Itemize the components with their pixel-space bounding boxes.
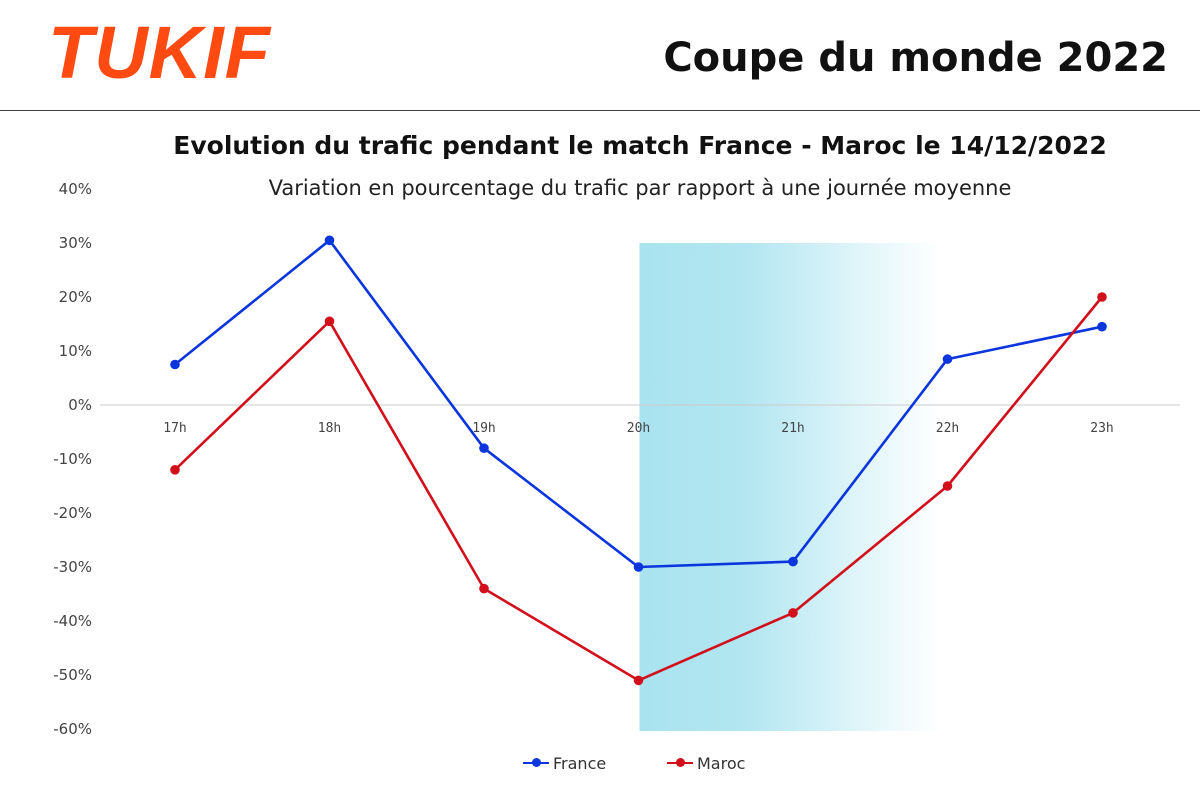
y-tick-label: 0%	[68, 396, 92, 414]
data-point-france	[170, 359, 180, 370]
header-title: Coupe du monde 2022	[663, 35, 1168, 81]
data-point-maroc	[633, 675, 644, 686]
legend-swatch-maroc	[667, 758, 693, 767]
data-point-maroc	[324, 316, 335, 327]
legend-label-maroc: Maroc	[697, 753, 746, 773]
data-point-france	[633, 562, 644, 572]
x-tick-label: 18h	[318, 421, 341, 436]
data-point-france	[479, 443, 489, 454]
y-tick-label: 30%	[59, 234, 92, 252]
y-tick-label: -50%	[53, 666, 92, 684]
x-tick-label: 21h	[781, 421, 804, 436]
y-tick-label: 20%	[59, 288, 92, 306]
y-tick-label: -20%	[53, 504, 92, 522]
header: TUKIF Coupe du monde 2022	[0, 0, 1200, 111]
x-tick-label: 23h	[1090, 421, 1113, 436]
data-point-france	[942, 354, 953, 364]
chart-legend: France Maroc	[0, 751, 1200, 775]
data-point-maroc	[479, 583, 489, 594]
legend-label-france: France	[553, 753, 607, 773]
y-tick-label: -40%	[53, 612, 92, 630]
series-line-france	[174, 239, 1103, 569]
x-tick-label: 22h	[936, 421, 959, 436]
data-point-maroc	[170, 465, 180, 475]
x-tick-label: 19h	[472, 421, 495, 436]
match-period-band	[639, 243, 940, 731]
y-tick-label: -10%	[53, 450, 92, 468]
chart-title: Evolution du trafic pendant le match Fra…	[173, 131, 1107, 160]
data-point-france	[1097, 321, 1107, 332]
legend-item-maroc: Maroc	[667, 751, 745, 775]
x-tick-label: 20h	[627, 421, 650, 436]
series-line-maroc	[174, 296, 1104, 682]
x-tick-label: 17h	[163, 421, 186, 436]
y-tick-label: -60%	[53, 720, 92, 738]
data-point-france	[324, 235, 335, 246]
y-tick-label: 40%	[59, 180, 92, 198]
legend-item-france: France	[523, 751, 606, 775]
y-tick-label: 10%	[59, 342, 92, 360]
chart-subtitle: Variation en pourcentage du trafic par r…	[268, 176, 1012, 200]
tukif-logo: TUKIF	[48, 11, 271, 94]
data-point-maroc	[788, 608, 798, 618]
data-point-maroc	[1097, 292, 1107, 302]
data-point-france	[788, 556, 798, 567]
legend-swatch-france	[523, 758, 549, 767]
data-point-maroc	[942, 481, 953, 491]
y-tick-label: -30%	[53, 558, 92, 576]
